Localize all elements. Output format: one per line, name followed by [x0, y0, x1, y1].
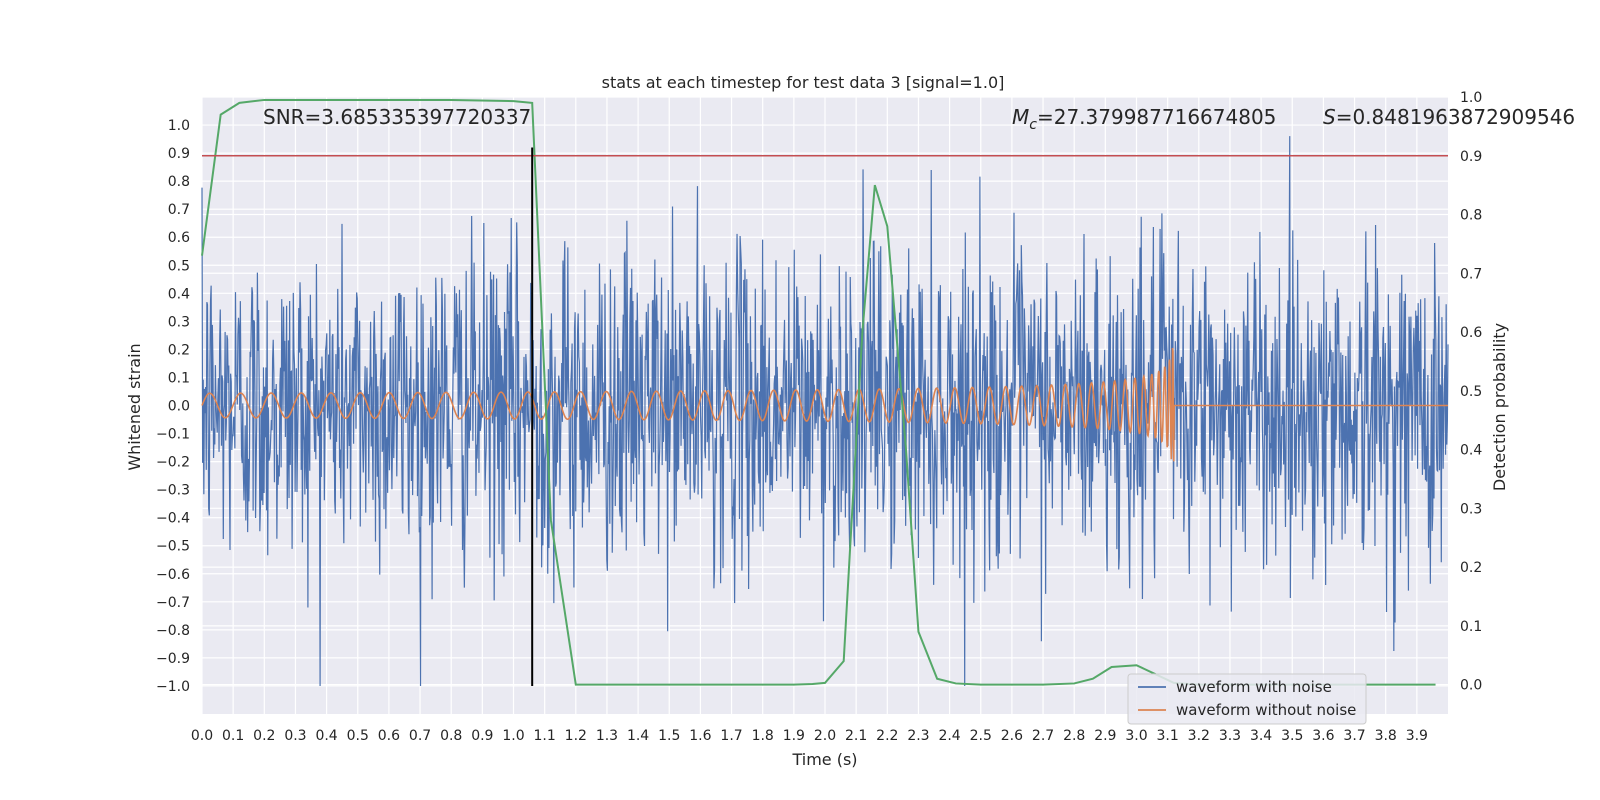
- y-right-tick-6: 0.6: [1460, 325, 1482, 341]
- x-tick-30: 3.0: [1125, 728, 1147, 744]
- y-right-tick-3: 0.3: [1460, 501, 1482, 517]
- y-right-tick-10: 1.0: [1460, 90, 1482, 106]
- y-tick-1: −0.9: [156, 651, 190, 667]
- y-tick-19: 0.9: [168, 146, 190, 162]
- x-tick-23: 2.3: [907, 728, 929, 744]
- y-tick-17: 0.7: [168, 202, 190, 218]
- x-tick-11: 1.1: [534, 728, 556, 744]
- x-tick-1: 0.1: [222, 728, 244, 744]
- y-tick-13: 0.3: [168, 314, 190, 330]
- y-tick-9: −0.1: [156, 427, 190, 443]
- x-tick-26: 2.6: [1001, 728, 1023, 744]
- x-tick-10: 1.0: [502, 728, 524, 744]
- x-tick-16: 1.6: [689, 728, 711, 744]
- y-tick-10: 0.0: [168, 399, 190, 415]
- x-tick-37: 3.7: [1343, 728, 1365, 744]
- x-tick-24: 2.4: [938, 728, 960, 744]
- x-tick-7: 0.7: [409, 728, 431, 744]
- legend-box: [1127, 673, 1367, 725]
- x-tick-20: 2.0: [814, 728, 836, 744]
- x-tick-27: 2.7: [1032, 728, 1054, 744]
- legend: waveform with noise waveform without noi…: [1127, 673, 1367, 725]
- s-symbol: S: [1323, 105, 1336, 129]
- x-tick-12: 1.2: [565, 728, 587, 744]
- mc-subscript: c: [1029, 117, 1037, 133]
- overlay-lines: [202, 147, 1448, 686]
- x-tick-18: 1.8: [752, 728, 774, 744]
- x-tick-8: 0.8: [440, 728, 462, 744]
- series-waveform-with-noise: [201, 136, 1449, 686]
- s-annotation: S=0.8481963872909546: [1323, 105, 1575, 129]
- x-tick-21: 2.1: [845, 728, 867, 744]
- y-right-tick-5: 0.5: [1460, 384, 1482, 400]
- mc-annotation: Mc=27.379987716674805: [1012, 105, 1276, 133]
- chirp-line: [201, 347, 1448, 462]
- y-tick-15: 0.5: [168, 258, 190, 274]
- series-waveform-without-noise: [201, 347, 1448, 462]
- x-tick-25: 2.5: [970, 728, 992, 744]
- x-tick-32: 3.2: [1188, 728, 1210, 744]
- x-tick-31: 3.1: [1157, 728, 1179, 744]
- s-value: =0.8481963872909546: [1336, 105, 1575, 129]
- x-tick-4: 0.4: [315, 728, 337, 744]
- x-tick-36: 3.6: [1312, 728, 1334, 744]
- x-tick-0: 0.0: [191, 728, 213, 744]
- y-tick-4: −0.6: [156, 567, 190, 583]
- noise-line: [201, 136, 1449, 686]
- x-tick-38: 3.8: [1375, 728, 1397, 744]
- x-tick-28: 2.8: [1063, 728, 1085, 744]
- x-tick-5: 0.5: [347, 728, 369, 744]
- y-tick-labels: −1.0 −0.9 −0.8 −0.7 −0.6 −0.5 −0.4 −0.3 −0.2 −0.1…: [156, 118, 190, 695]
- y-tick-12: 0.2: [168, 342, 190, 358]
- chart-title: stats at each timestep for test data 3 […: [602, 73, 1005, 92]
- y-tick-6: −0.4: [156, 511, 190, 527]
- x-tick-3: 0.3: [284, 728, 306, 744]
- y-tick-0: −1.0: [156, 679, 190, 695]
- y-right-tick-9: 0.9: [1460, 149, 1482, 165]
- mc-symbol: M: [1012, 105, 1029, 129]
- x-tick-34: 3.4: [1250, 728, 1272, 744]
- y-right-axis-label: Detection probability: [1490, 323, 1509, 491]
- x-tick-19: 1.9: [783, 728, 805, 744]
- x-tick-33: 3.3: [1219, 728, 1241, 744]
- y-tick-16: 0.6: [168, 230, 190, 246]
- y-tick-8: −0.2: [156, 455, 190, 471]
- x-tick-6: 0.6: [378, 728, 400, 744]
- x-tick-2: 0.2: [253, 728, 275, 744]
- y-right-tick-4: 0.4: [1460, 443, 1482, 459]
- y-right-tick-1: 0.1: [1460, 619, 1482, 635]
- x-tick-35: 3.5: [1281, 728, 1303, 744]
- legend-label-chirp: waveform without noise: [1176, 701, 1356, 719]
- x-tick-22: 2.2: [876, 728, 898, 744]
- x-tick-9: 0.9: [471, 728, 493, 744]
- x-tick-17: 1.7: [720, 728, 742, 744]
- y-tick-14: 0.4: [168, 286, 190, 302]
- x-tick-14: 1.4: [627, 728, 649, 744]
- y-right-tick-8: 0.8: [1460, 208, 1482, 224]
- y-tick-20: 1.0: [168, 118, 190, 134]
- y-tick-18: 0.8: [168, 174, 190, 190]
- y-right-tick-7: 0.7: [1460, 266, 1482, 282]
- x-axis-label: Time (s): [791, 750, 857, 769]
- x-tick-15: 1.5: [658, 728, 680, 744]
- y-tick-7: −0.3: [156, 483, 190, 499]
- mc-value: =27.379987716674805: [1037, 105, 1276, 129]
- snr-annotation: SNR=3.685335397720337: [263, 105, 531, 129]
- y-axis-label: Whitened strain: [125, 343, 144, 470]
- y-right-tick-labels: 0.0 0.1 0.2 0.3 0.4 0.5 0.6 0.7 0.8 0.9 1.0: [1460, 90, 1482, 694]
- x-tick-labels: 0.0 0.1 0.2 0.3 0.4 0.5 0.6 0.7 0.8 0.9 1.0 1.1 1.2 1…: [191, 728, 1428, 744]
- y-tick-5: −0.5: [156, 539, 190, 555]
- y-tick-2: −0.8: [156, 623, 190, 639]
- y-right-tick-0: 0.0: [1460, 678, 1482, 694]
- x-tick-39: 3.9: [1406, 728, 1428, 744]
- x-tick-13: 1.3: [596, 728, 618, 744]
- y-tick-11: 0.1: [168, 370, 190, 386]
- y-right-tick-2: 0.2: [1460, 560, 1482, 576]
- legend-label-noise: waveform with noise: [1176, 678, 1332, 696]
- y-tick-3: −0.7: [156, 595, 190, 611]
- x-tick-29: 2.9: [1094, 728, 1116, 744]
